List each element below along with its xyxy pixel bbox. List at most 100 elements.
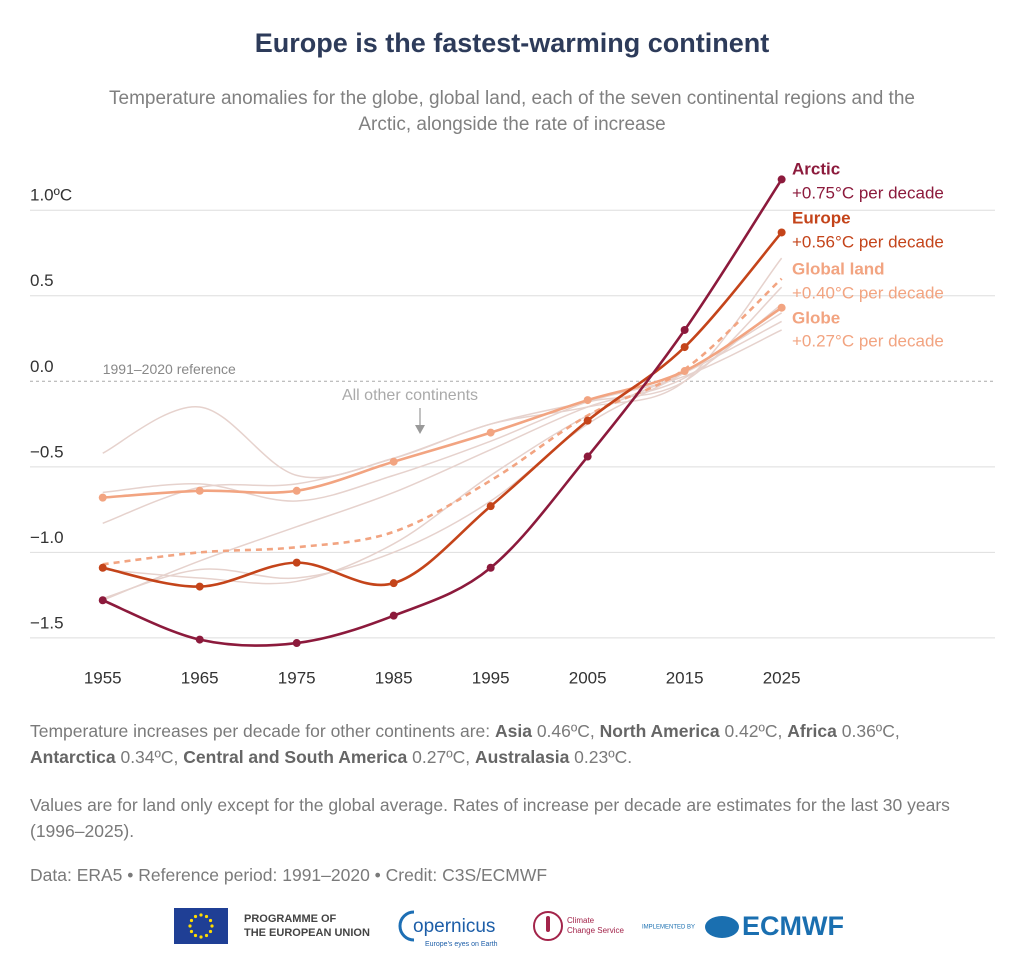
point	[583, 416, 592, 425]
other-continent-line	[102, 303, 783, 601]
point	[389, 611, 398, 620]
note-bold: North America	[599, 721, 720, 741]
series-line	[102, 231, 783, 588]
eu-star	[204, 933, 209, 938]
other-continent-line	[102, 329, 782, 502]
rate-label: +0.27°C per decade	[792, 331, 944, 350]
y-tick-label: −0.5	[30, 442, 64, 461]
point	[195, 486, 204, 495]
point	[389, 457, 398, 466]
note-text: Data: ERA5 • Reference period: 1991–2020…	[30, 865, 548, 885]
note-text: 0.34ºC,	[115, 747, 184, 767]
note: Values are for land only except for the …	[30, 792, 990, 844]
note-text: 0.46ºC,	[531, 721, 600, 741]
x-tick-label: 1995	[472, 668, 510, 687]
eu-star	[210, 924, 214, 928]
chart-subtitle: Temperature anomalies for the globe, glo…	[109, 88, 915, 135]
point	[486, 502, 495, 511]
point	[486, 428, 495, 437]
logo-text: IMPLEMENTED BY	[642, 925, 695, 931]
y-tick-label: 0.0	[30, 357, 54, 376]
x-tick-label: 1965	[181, 668, 219, 687]
eu-stars	[188, 913, 214, 939]
y-tick-label: −1.5	[30, 613, 64, 632]
note-bold: Antarctica	[30, 747, 116, 767]
source: Data: ERA5 • Reference period: 1991–2020…	[30, 862, 990, 888]
y-tick-label: 0.5	[30, 271, 54, 290]
logo-text: opernicus	[413, 916, 495, 937]
eu-star	[204, 914, 209, 919]
eu-star	[208, 929, 213, 934]
x-tick-label: 1985	[375, 668, 413, 687]
note-text: Temperature increases per decade for oth…	[30, 721, 495, 741]
note-text: 0.42ºC,	[719, 721, 788, 741]
point	[486, 563, 495, 572]
annotation-arrow	[415, 425, 425, 434]
point	[292, 558, 301, 567]
logo-text: ECMWF	[742, 911, 844, 941]
logos: PROGRAMME OF THE EUROPEAN UNION opernicu…	[174, 908, 844, 948]
logo-text: THE EUROPEAN UNION	[244, 927, 370, 939]
series-line	[102, 306, 783, 499]
rate-label: +0.40°C per decade	[792, 283, 944, 302]
series-line	[102, 178, 783, 647]
point	[583, 452, 592, 461]
point	[98, 596, 107, 605]
legend-label: Arctic	[792, 159, 840, 178]
note-bold: Asia	[494, 721, 532, 741]
x-tick-label: 2025	[763, 668, 801, 687]
point	[777, 303, 786, 312]
legend-label: Europe	[792, 208, 851, 227]
c3s-mark	[533, 911, 563, 941]
point	[195, 635, 204, 644]
y-tick-label: −1.0	[30, 528, 64, 547]
note-bold: Australasia	[474, 747, 570, 767]
x-tick-label: 1975	[278, 668, 316, 687]
logo-text: Climate	[567, 916, 595, 925]
eu-star	[188, 924, 192, 928]
point	[680, 343, 689, 352]
chart: −1.5 −1.0 −0.5 0.0 0.5 1.0ºC 1991–2020 referen…	[30, 159, 995, 687]
point	[583, 396, 592, 405]
point	[777, 228, 786, 237]
eu-star	[189, 918, 194, 923]
point	[98, 493, 107, 502]
reference-label: 1991–2020 reference	[103, 361, 236, 377]
point	[292, 486, 301, 495]
point	[680, 325, 689, 334]
point	[777, 175, 786, 184]
logo-text: Europe's eyes on Earth	[425, 941, 498, 948]
annotation: All other continents	[342, 387, 478, 404]
eu-star	[199, 913, 203, 917]
other-continent-line	[102, 312, 783, 600]
series-line	[102, 277, 783, 566]
ecmwf-mark	[705, 916, 739, 938]
chart-title: Europe is the fastest-warming continent	[254, 28, 770, 58]
note-text: 0.27ºC,	[407, 747, 475, 767]
legend-label: Globe	[792, 308, 840, 327]
point	[680, 367, 689, 376]
eu-star	[199, 935, 203, 939]
point	[292, 639, 301, 648]
x-tick-label: 2015	[666, 668, 704, 687]
logo-text: PROGRAMME OF	[244, 913, 337, 925]
note-text: Values are for land only except for the …	[30, 795, 950, 841]
rate-label: +0.56°C per decade	[792, 232, 944, 251]
rate-label: +0.75°C per decade	[792, 183, 944, 202]
other-continent-line	[102, 286, 783, 524]
legend-label: Global land	[792, 259, 885, 278]
eu-star	[193, 933, 198, 938]
y-tick-label: 1.0ºC	[30, 186, 72, 205]
eu-star	[193, 914, 198, 919]
point	[98, 563, 107, 572]
x-tick-label: 2005	[569, 668, 607, 687]
note: Temperature increases per decade for oth…	[30, 718, 990, 770]
note-text: 0.36ºC,	[836, 721, 900, 741]
point	[389, 579, 398, 588]
copernicus-mark	[398, 910, 415, 942]
eu-star	[208, 918, 213, 923]
x-tick-label: 1955	[84, 668, 122, 687]
note-bold: Central and South America	[183, 747, 408, 767]
note-text: 0.23ºC.	[569, 747, 633, 767]
